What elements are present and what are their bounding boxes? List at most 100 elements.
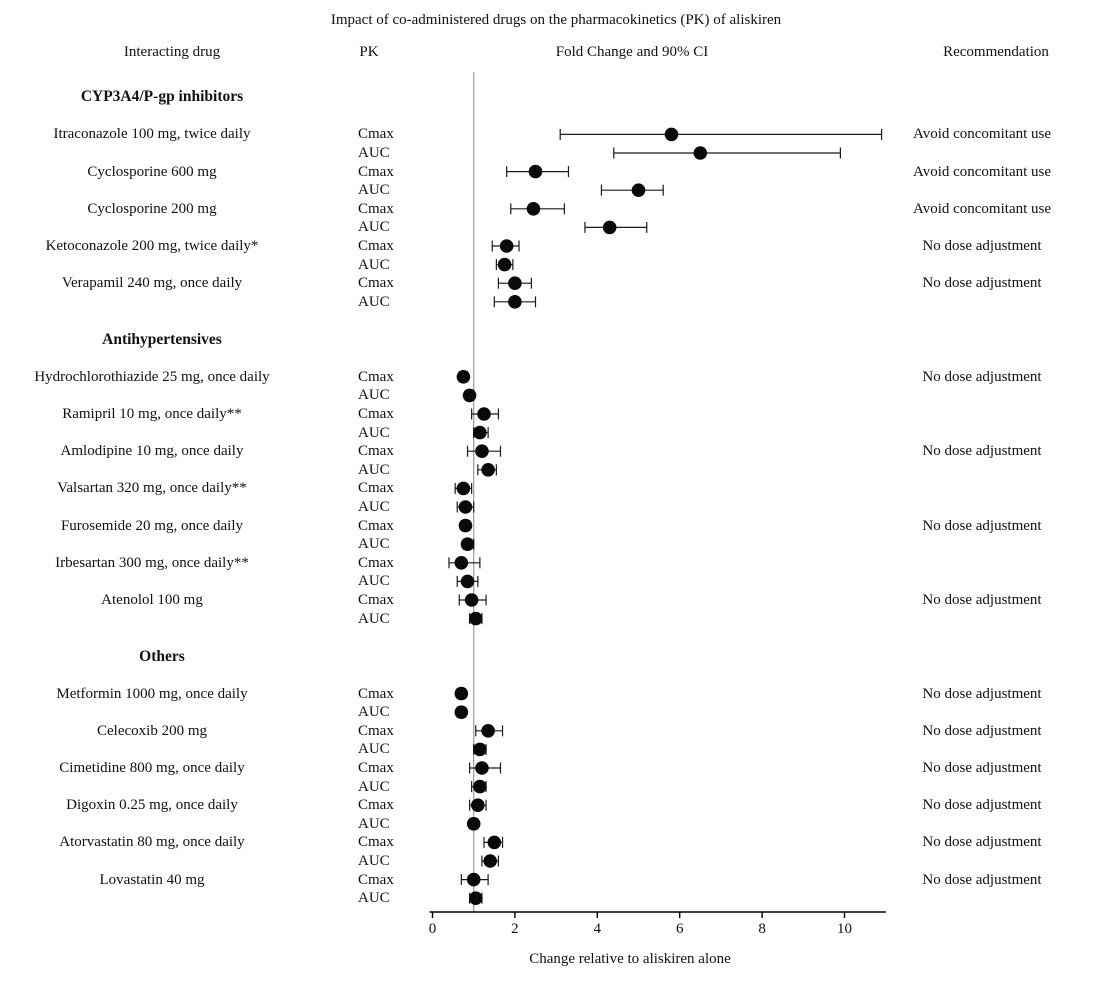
pk-label: Cmax	[358, 517, 394, 534]
pk-label: AUC	[358, 499, 390, 515]
data-point	[458, 500, 473, 514]
data-point	[456, 481, 471, 496]
drug-label: Amlodipine 10 mg, once daily	[60, 443, 244, 460]
data-point	[528, 164, 543, 179]
drug-label: Irbesartan 300 mg, once daily**	[55, 554, 249, 571]
pk-label: Cmax	[358, 200, 394, 217]
data-point	[481, 724, 495, 738]
drug-label: Verapamil 240 mg, once daily	[61, 275, 243, 292]
pk-label: Cmax	[358, 238, 394, 254]
x-tick-label: 2	[511, 921, 519, 937]
data-point	[456, 370, 471, 384]
x-axis-label: Change relative to aliskiren alone	[529, 951, 731, 967]
x-tick-label: 8	[758, 921, 766, 937]
data-point	[464, 593, 479, 607]
pk-label: AUC	[358, 704, 390, 721]
figure-title: Impact of co-administered drugs on the p…	[330, 12, 782, 28]
pk-label: Cmax	[358, 480, 394, 497]
pk-label: Cmax	[358, 163, 394, 180]
pk-label: AUC	[358, 741, 390, 758]
x-tick-label: 6	[675, 921, 684, 937]
data-point	[497, 257, 512, 272]
drug-label: Furosemide 20 mg, once daily	[60, 517, 244, 534]
data-point	[454, 556, 469, 570]
drug-label: Atenolol 100 mg	[101, 592, 203, 608]
recommendation-label: No dose adjustment	[922, 760, 1042, 776]
data-point	[473, 742, 487, 757]
group-header: CYP3A4/P-gp inhibitors	[80, 88, 244, 106]
pk-label: Cmax	[358, 443, 394, 460]
pk-label: AUC	[358, 890, 390, 907]
data-point	[526, 202, 541, 216]
drug-label: Metformin 1000 mg, once daily	[56, 685, 248, 702]
recommendation-label: Avoid concomitant use	[912, 126, 1052, 143]
data-point	[475, 761, 489, 775]
drug-label: Cimetidine 800 mg, once daily	[59, 760, 245, 776]
pk-label: Cmax	[358, 126, 394, 143]
pk-label: Cmax	[358, 871, 394, 888]
pk-label: Cmax	[358, 554, 394, 571]
data-point	[602, 220, 617, 235]
column-header-fold-change: Fold Change and 90% CI	[555, 44, 709, 60]
recommendation-label: No dose adjustment	[922, 368, 1042, 385]
recommendation-label: No dose adjustment	[922, 443, 1042, 460]
recommendation-label: No dose adjustment	[922, 685, 1042, 702]
data-point	[462, 388, 477, 403]
pk-label: AUC	[358, 461, 390, 478]
pk-label: Cmax	[358, 685, 394, 702]
pk-label: AUC	[358, 815, 390, 832]
pk-label: AUC	[358, 219, 390, 236]
pk-label: Cmax	[358, 722, 394, 739]
drug-label: Ketoconazole 200 mg, twice daily*	[45, 238, 259, 254]
pk-label: AUC	[358, 610, 390, 627]
column-header-recommendation: Recommendation	[943, 44, 1049, 60]
data-point	[468, 891, 483, 905]
data-point	[481, 463, 495, 477]
data-point	[473, 425, 487, 440]
data-point	[693, 146, 708, 160]
pk-label: AUC	[358, 778, 390, 795]
data-point	[477, 407, 491, 421]
column-header-pk: PK	[359, 44, 379, 60]
recommendation-label: No dose adjustment	[922, 275, 1042, 292]
pk-label: AUC	[358, 573, 390, 590]
drug-label: Ramipril 10 mg, once daily**	[62, 406, 242, 422]
pk-label: AUC	[358, 293, 390, 310]
pk-label: Cmax	[358, 797, 394, 814]
pk-label: Cmax	[358, 592, 394, 608]
x-tick-label: 0	[428, 921, 437, 937]
drug-label: Cyclosporine 200 mg	[87, 200, 217, 217]
data-point	[466, 872, 481, 887]
drug-label: Hydrochlorothiazide 25 mg, once daily	[34, 368, 270, 385]
data-point	[487, 835, 502, 850]
recommendation-label: Avoid concomitant use	[912, 163, 1052, 180]
data-point	[475, 444, 489, 459]
data-point	[454, 705, 469, 719]
pk-label: AUC	[358, 256, 390, 273]
recommendation-label: No dose adjustment	[922, 722, 1042, 739]
pk-label: AUC	[358, 145, 390, 161]
data-point	[508, 295, 522, 309]
data-point	[499, 239, 514, 253]
pk-label: Cmax	[358, 368, 394, 385]
recommendation-label: No dose adjustment	[922, 592, 1042, 608]
drug-label: Lovastatin 40 mg	[99, 871, 205, 888]
x-tick-label: 10	[837, 921, 852, 937]
x-tick-label: 4	[593, 921, 602, 937]
recommendation-label: No dose adjustment	[922, 797, 1042, 814]
data-point	[458, 518, 473, 533]
recommendation-label: No dose adjustment	[922, 834, 1042, 851]
drug-label: Celecoxib 200 mg	[97, 722, 207, 739]
data-point	[483, 854, 497, 868]
pk-label: AUC	[358, 536, 390, 553]
data-point	[631, 183, 646, 197]
data-point	[471, 798, 485, 812]
drug-label: Cyclosporine 600 mg	[87, 163, 217, 180]
recommendation-label: No dose adjustment	[922, 238, 1042, 254]
data-point	[454, 686, 469, 701]
pk-label: Cmax	[358, 275, 394, 292]
pk-label: AUC	[358, 387, 390, 404]
data-point	[508, 276, 522, 291]
group-header: Others	[139, 647, 185, 665]
group-header: Antihypertensives	[102, 330, 222, 348]
